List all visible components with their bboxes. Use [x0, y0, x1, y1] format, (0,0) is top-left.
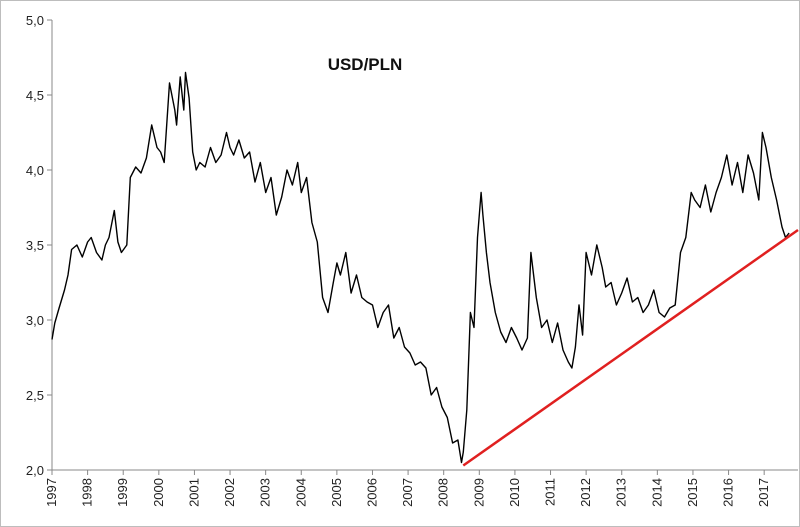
- chart-title: USD/PLN: [328, 55, 403, 74]
- y-tick-label: 5,0: [26, 13, 44, 28]
- x-tick-label: 1997: [44, 478, 59, 507]
- x-tick-labels: 1997 1998 1999 2000 2001 2002 2003 2004 2005 2006…: [44, 478, 771, 507]
- y-tick-label: 2,0: [26, 463, 44, 478]
- x-tick-label: 2003: [258, 478, 273, 507]
- x-tick-label: 2016: [721, 478, 736, 507]
- x-tick-label: 2017: [756, 478, 771, 507]
- x-tick-label: 1998: [80, 478, 95, 507]
- x-tick-label: 1999: [115, 478, 130, 507]
- y-tick-labels: 2,0 2,5 3,0 3,5 4,0 4,5 5,0: [26, 13, 44, 478]
- x-tick-label: 2010: [507, 478, 522, 507]
- x-tick-label: 2009: [471, 478, 486, 507]
- x-tick-label: 2015: [685, 478, 700, 507]
- x-tick-label: 2012: [578, 478, 593, 507]
- plot-area: [51, 71, 799, 467]
- x-tick-label: 2006: [364, 478, 379, 507]
- trend-line: [462, 228, 799, 467]
- x-tick-label: 2004: [293, 478, 308, 507]
- x-tick-label: 2000: [151, 478, 166, 507]
- x-tick-label: 2013: [614, 478, 629, 507]
- x-tick-label: 2001: [186, 478, 201, 507]
- x-tick-label: 2005: [329, 478, 344, 507]
- x-tick-label: 2008: [436, 478, 451, 507]
- y-tick-label: 3,5: [26, 238, 44, 253]
- x-tick-label: 2014: [649, 478, 664, 507]
- y-tick-label: 4,5: [26, 88, 44, 103]
- x-tick-label: 2002: [222, 478, 237, 507]
- x-tick-label: 2007: [400, 478, 415, 507]
- axes: [47, 19, 798, 475]
- y-tick-label: 4,0: [26, 163, 44, 178]
- y-tick-label: 3,0: [26, 313, 44, 328]
- x-tick-label: 2011: [543, 478, 558, 506]
- y-tick-label: 2,5: [26, 388, 44, 403]
- series-line: [51, 71, 790, 464]
